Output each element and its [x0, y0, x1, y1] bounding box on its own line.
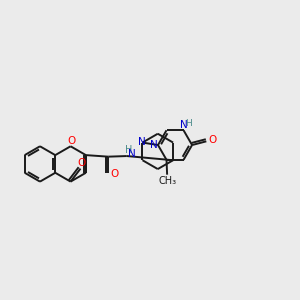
Text: H: H	[125, 145, 132, 155]
Text: CH₃: CH₃	[158, 176, 176, 186]
Text: O: O	[77, 158, 85, 168]
Text: O: O	[110, 169, 118, 179]
Text: N: N	[138, 137, 146, 147]
Text: N: N	[128, 149, 136, 160]
Text: H: H	[185, 119, 192, 128]
Text: O: O	[67, 136, 75, 146]
Text: N: N	[150, 140, 158, 150]
Text: N: N	[180, 120, 188, 130]
Text: O: O	[208, 135, 216, 145]
